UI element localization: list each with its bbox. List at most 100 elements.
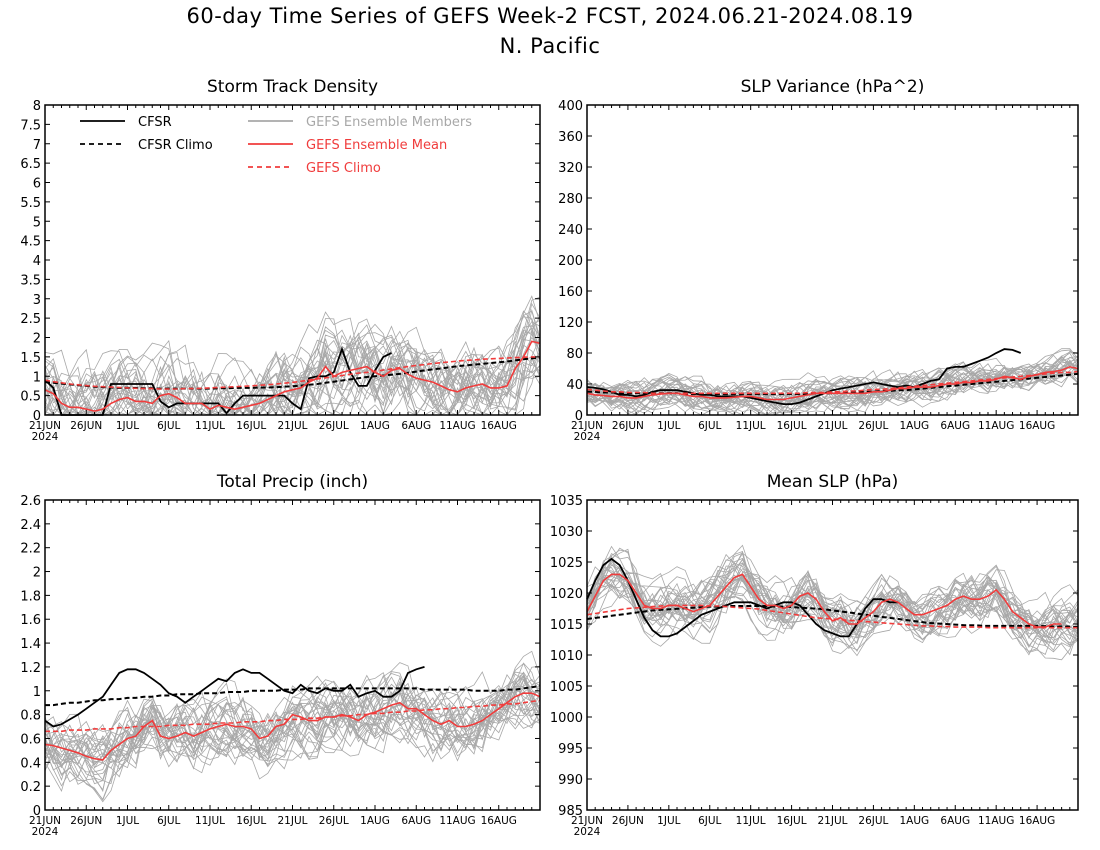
x-tick-label: 16AUG — [1019, 815, 1055, 827]
chart-title: Storm Track Density — [207, 77, 378, 97]
ensemble-member-line — [44, 324, 541, 416]
x-tick-label: 16JUL — [777, 815, 807, 827]
ensemble-member-line — [44, 682, 541, 763]
ensemble-member-line — [44, 676, 541, 778]
ensemble-member-line — [44, 325, 541, 416]
y-tick-label: 120 — [558, 316, 583, 331]
chart-title: SLP Variance (hPa^2) — [741, 77, 925, 97]
y-tick-label: 0.5 — [20, 390, 41, 405]
ensemble-member-line — [44, 329, 541, 416]
ensemble-member-line — [586, 558, 1079, 640]
x-tick-label: 21JUL — [818, 420, 848, 432]
x-tick-label: 16JUL — [236, 815, 266, 827]
y-tick-label: 320 — [558, 161, 583, 176]
plot-frame — [586, 499, 1079, 811]
x-tick-label: 11JUL — [195, 815, 225, 827]
y-tick-label: 5.5 — [20, 196, 41, 211]
ensemble-member-line — [44, 678, 541, 766]
y-tick-label: 200 — [558, 254, 583, 269]
series-line-gefs-ensemble-mean — [44, 692, 541, 761]
y-tick-label: 990 — [558, 773, 583, 788]
ensemble-member-line — [44, 344, 541, 416]
series-line-gefs-climo — [45, 699, 541, 733]
y-tick-label: 1005 — [550, 680, 583, 695]
ensemble-member-line — [44, 650, 541, 766]
ensemble-member-line — [586, 352, 1079, 414]
y-tick-label: 240 — [558, 223, 583, 238]
ensemble-member-line — [44, 321, 541, 416]
legend-gefs-climo-label: GEFS Climo — [306, 161, 381, 176]
ensemble-members-group — [586, 544, 1079, 661]
y-tick-label: 985 — [558, 804, 583, 819]
x-tick-label: 21JUL — [818, 815, 848, 827]
y-tick-label: 0 — [33, 409, 41, 424]
y-tick-label: 1000 — [550, 711, 583, 726]
y-tick-label: 7.5 — [20, 118, 41, 133]
x-tick-label: 6JUL — [157, 420, 180, 432]
ensemble-member-line — [44, 662, 541, 781]
y-tick-label: 2.6 — [20, 494, 41, 509]
ensemble-member-line — [44, 671, 541, 763]
series-line-cfsr — [586, 348, 1022, 406]
y-tick-label: 3 — [33, 293, 41, 308]
ensemble-member-line — [44, 665, 541, 803]
x-tick-label: 16AUG — [1019, 420, 1055, 432]
y-tick-label: 400 — [558, 99, 583, 114]
ensemble-member-line — [44, 342, 541, 416]
x-tick-label: 11JUL — [736, 815, 766, 827]
x-tick-label: 6JUL — [698, 420, 721, 432]
ensemble-member-line — [44, 685, 541, 781]
y-tick-label: 360 — [558, 130, 583, 145]
ensemble-member-line — [44, 331, 541, 416]
x-tick-label: 6AUG — [940, 815, 970, 827]
figure-title: 60-day Time Series of GEFS Week-2 FCST, … — [186, 4, 914, 28]
x-year-label: 2024 — [32, 431, 59, 443]
y-tick-label: 1035 — [550, 494, 583, 509]
x-tick-label: 6AUG — [401, 815, 431, 827]
series-line-cfsr-climo — [45, 685, 541, 707]
chart-title: Total Precip (inch) — [216, 472, 368, 492]
series-line-gefs-ensemble-mean — [586, 573, 1062, 628]
x-tick-label: 21JUN — [571, 420, 603, 432]
x-year-label: 2024 — [574, 826, 601, 838]
figure-region: N. Pacific — [499, 34, 601, 58]
y-tick-label: 1.5 — [20, 351, 41, 366]
y-tick-label: 1020 — [550, 587, 583, 602]
ensemble-member-line — [44, 691, 541, 800]
chart-panel-1: Storm Track Density 0 0.5 1 1.5 2 2.5 3 3.5 4 4.5 5… — [20, 77, 541, 443]
y-tick-label: 6 — [33, 177, 41, 192]
chart-panel-4: Mean SLP (hPa) 985 990 995 1000 1005 1010 1015 1… — [550, 472, 1079, 838]
x-tick-label: 26JUN — [70, 815, 102, 827]
x-tick-label: 16JUL — [236, 420, 266, 432]
x-tick-label: 1JUL — [657, 815, 680, 827]
y-tick-label: 2.4 — [20, 518, 41, 533]
x-tick-label: 11JUL — [736, 420, 766, 432]
y-tick-label: 1015 — [550, 618, 583, 633]
x-tick-label: 26JUL — [858, 815, 888, 827]
y-tick-label: 0.8 — [20, 709, 41, 724]
ensemble-member-line — [44, 662, 541, 780]
y-tick-label: 2.5 — [20, 312, 41, 327]
y-tick-label: 5 — [33, 215, 41, 230]
series-line-cfsr — [44, 666, 425, 728]
x-tick-label: 21JUN — [29, 420, 61, 432]
y-tick-label: 2 — [33, 332, 41, 347]
x-tick-label: 21JUN — [29, 815, 61, 827]
x-tick-label: 26JUN — [70, 420, 102, 432]
x-tick-label: 21JUL — [278, 815, 308, 827]
y-tick-label: 7 — [33, 138, 41, 153]
ensemble-member-line — [586, 358, 1079, 406]
y-tick-label: 0 — [33, 804, 41, 819]
ensemble-member-line — [586, 568, 1079, 645]
chart-title: Mean SLP (hPa) — [767, 472, 899, 492]
x-tick-label: 26JUL — [858, 420, 888, 432]
x-year-label: 2024 — [574, 431, 601, 443]
series-line-cfsr — [586, 557, 898, 638]
chart-panel-2: SLP Variance (hPa^2) 0 40 80 120 160 200 240 280… — [558, 77, 1079, 443]
ensemble-member-line — [586, 357, 1079, 413]
ensemble-member-line — [586, 366, 1079, 412]
legend: CFSR CFSR Climo GEFS Ensemble Members GEFS … — [80, 115, 472, 176]
y-tick-label: 40 — [566, 378, 583, 393]
legend-mean-label: GEFS Ensemble Mean — [306, 138, 447, 153]
